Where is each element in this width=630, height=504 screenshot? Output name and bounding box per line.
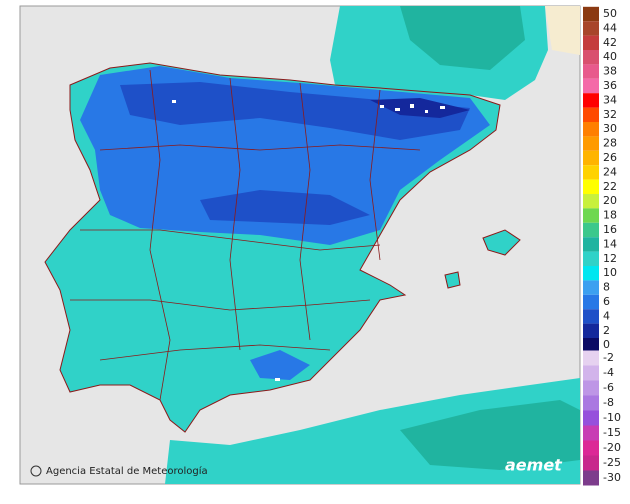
legend-swatch	[583, 78, 599, 94]
legend-swatch	[583, 380, 599, 396]
land-france-hills	[400, 6, 525, 70]
colder-zone	[120, 82, 470, 140]
legend-swatch	[583, 237, 599, 252]
legend-label: 8	[603, 281, 610, 294]
ibiza	[444, 271, 461, 289]
legend: 5044424038363432302826242220181614121086…	[583, 6, 621, 486]
snow-speckles	[172, 100, 445, 381]
legend-swatch	[583, 440, 599, 456]
legend-label: -30	[603, 471, 621, 484]
legend-swatch	[583, 338, 599, 353]
legend-swatch	[583, 323, 599, 338]
legend-label: 42	[603, 36, 617, 49]
province-borders	[70, 69, 421, 401]
logo: aemet	[505, 456, 563, 475]
legend-swatch	[583, 50, 599, 65]
legend-swatch	[583, 35, 599, 50]
land-italy	[545, 6, 580, 55]
legend-label: 44	[603, 21, 617, 34]
legend-swatch	[583, 365, 599, 381]
legend-label: -4	[603, 366, 614, 379]
legend-swatch	[583, 194, 599, 209]
legend-swatch	[583, 64, 599, 79]
legend-swatch	[583, 455, 599, 471]
legend-swatch	[583, 425, 599, 441]
legend-label: 14	[603, 237, 617, 250]
legend-swatch	[583, 410, 599, 426]
legend-label: -10	[603, 411, 621, 424]
legend-swatch	[583, 208, 599, 223]
legend-label: 30	[603, 122, 617, 135]
legend-label: 22	[603, 180, 617, 193]
legend-label: 40	[603, 50, 617, 63]
sierra-nevada	[250, 350, 310, 380]
legend-swatch	[583, 6, 599, 22]
legend-label: 2	[603, 324, 610, 337]
legend-swatch	[583, 350, 599, 366]
legend-label: -2	[603, 351, 614, 364]
legend-swatch	[583, 122, 599, 137]
legend-label: 12	[603, 252, 617, 265]
central-range	[200, 190, 370, 225]
legend-swatch	[583, 280, 599, 295]
legend-swatch	[583, 266, 599, 281]
legend-swatch	[583, 136, 599, 151]
legend-label: 36	[603, 79, 617, 92]
legend-label: 26	[603, 151, 617, 164]
legend-label: 4	[603, 309, 610, 322]
legend-swatch	[583, 150, 599, 166]
legend-label: -20	[603, 441, 621, 454]
legend-swatch	[583, 251, 599, 266]
legend-label: 18	[603, 209, 617, 222]
legend-swatch	[583, 222, 599, 238]
legend-swatch	[583, 93, 599, 108]
legend-swatch	[583, 107, 599, 122]
legend-swatch	[583, 294, 599, 310]
legend-label: -15	[603, 426, 621, 439]
legend-label: 28	[603, 137, 617, 150]
legend-label: 34	[603, 93, 617, 106]
legend-swatch	[583, 21, 599, 36]
legend-label: 0	[603, 338, 610, 351]
credit: Agencia Estatal de Meteorología	[46, 465, 208, 477]
legend-swatch	[583, 395, 599, 411]
legend-swatch	[583, 179, 599, 194]
pyrenees-zone	[370, 98, 470, 118]
legend-label: 10	[603, 266, 617, 279]
legend-label: 20	[603, 194, 617, 207]
mallorca	[482, 229, 521, 256]
legend-label: 24	[603, 165, 617, 178]
legend-swatch	[583, 165, 599, 180]
legend-label: 50	[603, 7, 617, 20]
legend-label: 16	[603, 223, 617, 236]
copyright-icon	[30, 465, 42, 477]
land-africa-hills	[400, 400, 580, 470]
legend-label: -6	[603, 381, 614, 394]
legend-label: -25	[603, 456, 621, 469]
legend-label: -8	[603, 396, 614, 409]
legend-label: 6	[603, 295, 610, 308]
legend-label: 32	[603, 108, 617, 121]
legend-swatch	[583, 309, 599, 324]
legend-label: 38	[603, 65, 617, 78]
legend-swatch	[583, 470, 599, 486]
